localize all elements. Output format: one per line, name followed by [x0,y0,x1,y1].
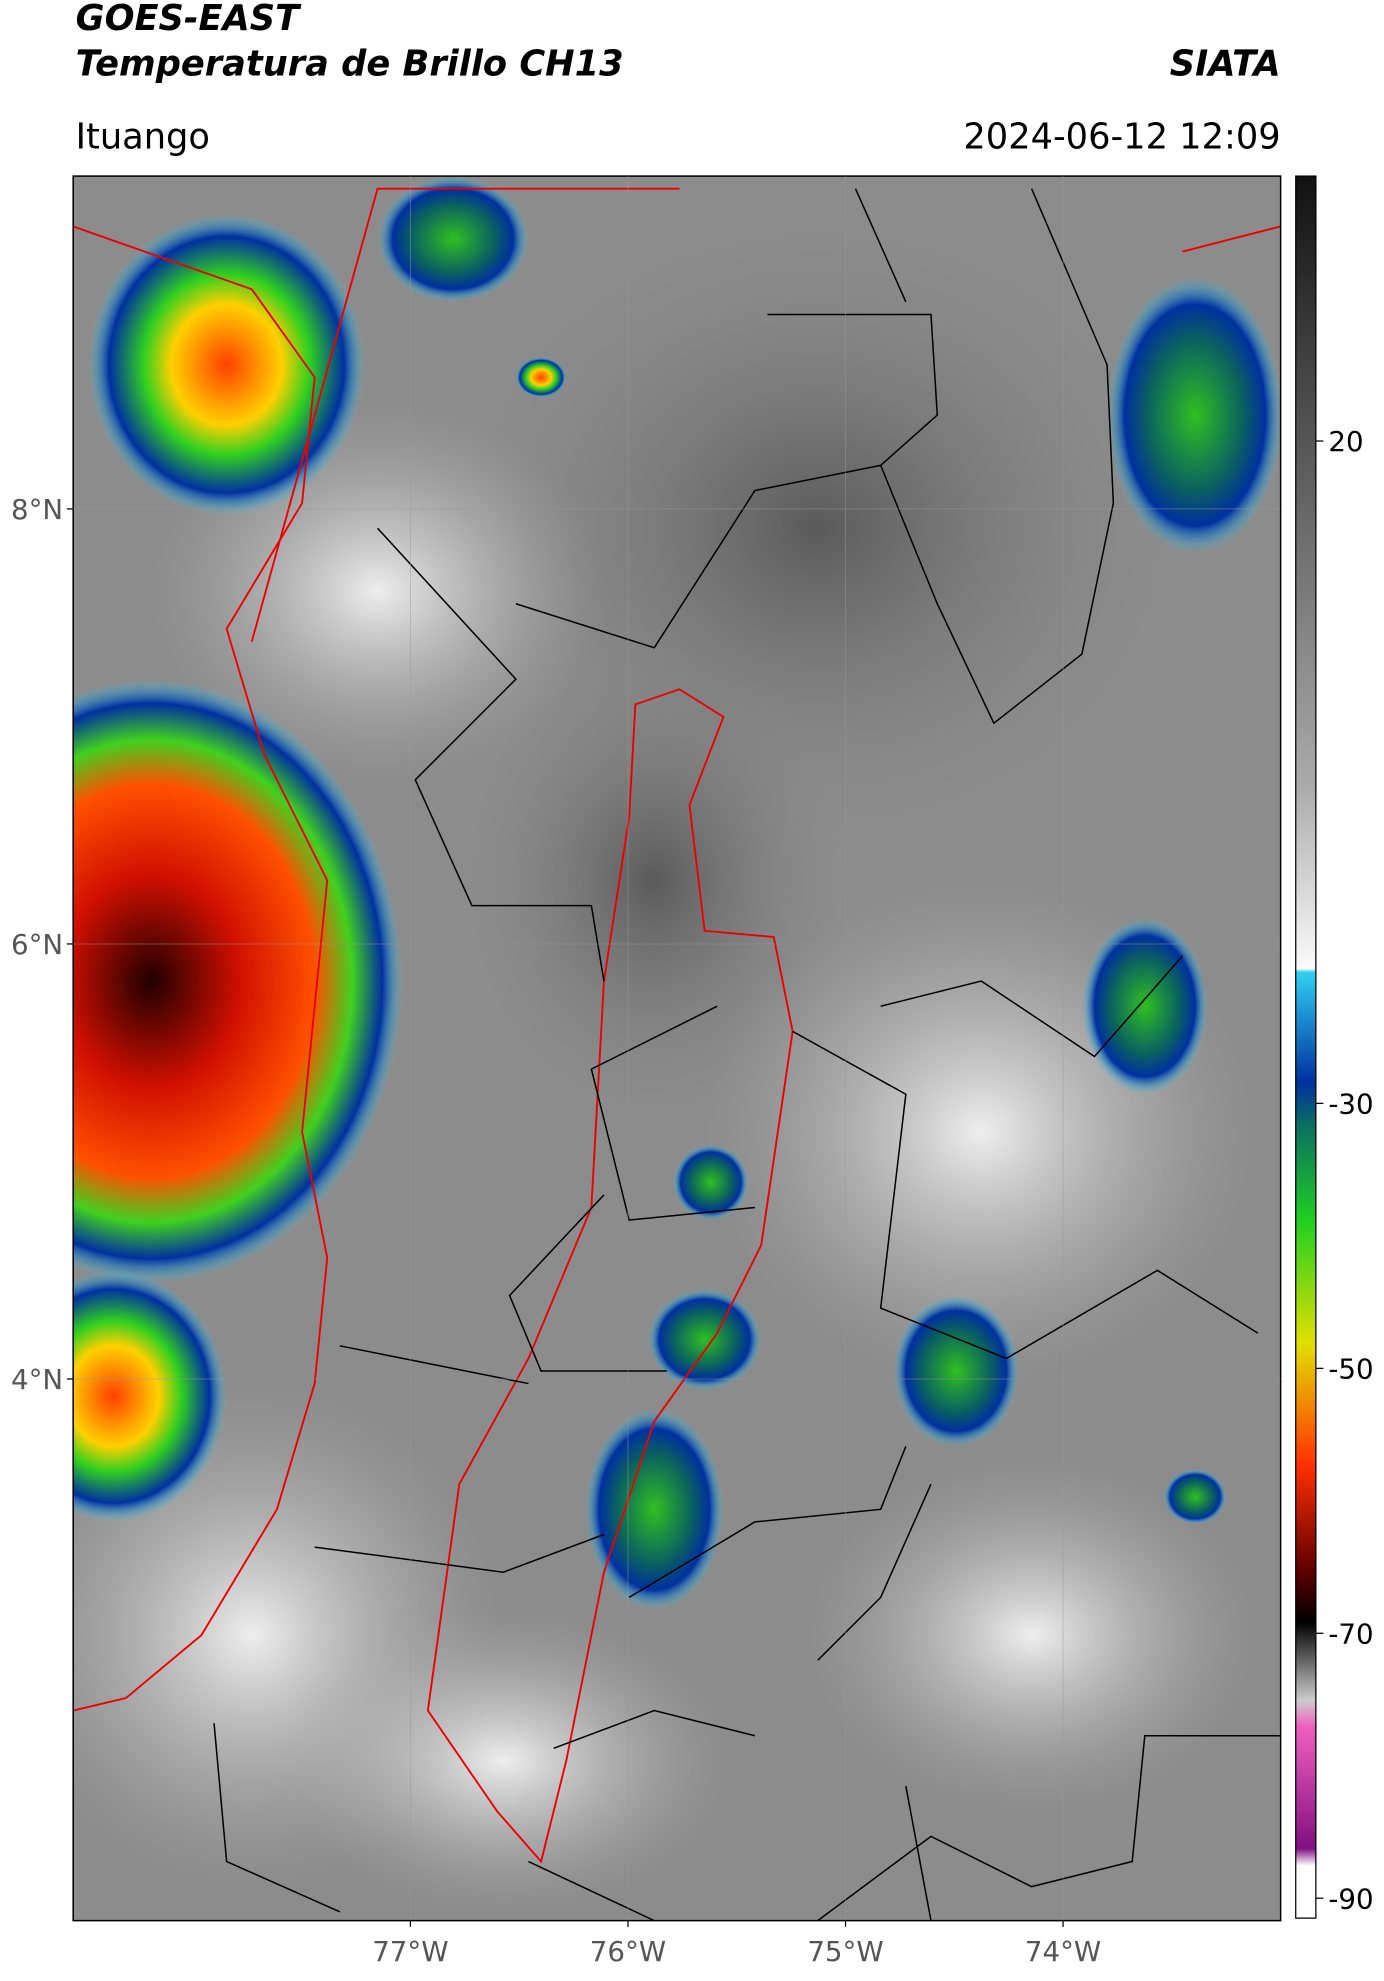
lon-label: 77°W [372,1935,448,1968]
title-line2: Temperatura de Brillo CH13 [76,43,624,84]
colorbar [1295,175,1317,1919]
location: Ituango [76,116,210,157]
colorbar-label: -30 [1328,1087,1373,1120]
title-line1: GOES-EAST [76,0,302,39]
lon-label: 74°W [1025,1935,1101,1968]
lat-label: 4°N [11,1363,63,1396]
colorbar-label: -70 [1328,1617,1373,1650]
lat-label: 6°N [11,928,63,961]
lat-label: 8°N [11,493,63,526]
lon-label: 76°W [590,1935,666,1968]
colorbar-label: -90 [1328,1882,1373,1915]
colorbar-label: -50 [1328,1352,1373,1385]
satellite-image [73,176,1281,1921]
agency: SIATA [1170,43,1281,84]
timestamp: 2024-06-12 12:09 [963,116,1280,157]
lon-label: 75°W [807,1935,883,1968]
map-frame [72,175,1282,1922]
colorbar-label: 20 [1328,425,1363,458]
